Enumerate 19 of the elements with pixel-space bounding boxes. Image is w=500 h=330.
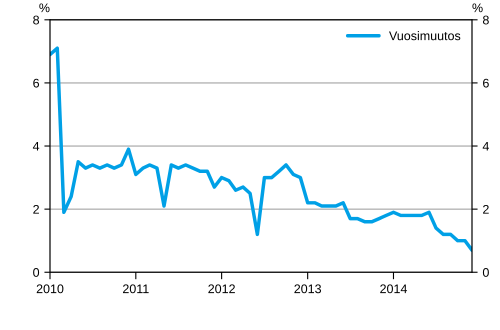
x-tick-label: 2012 [208,284,235,294]
y2-tick-label: 8 [482,16,489,24]
x-tick-label: 2011 [123,284,149,294]
y2-tick-label: 4 [482,142,490,151]
y-tick-label: 2 [33,204,39,214]
y2-axis-title: % [472,3,483,12]
y2-tick-label: 0 [482,268,489,277]
y2-tick-label: 2 [483,204,489,214]
y2-tick-label: 6 [483,78,489,88]
y-tick-label: 8 [33,16,40,24]
y-tick-label: 4 [32,142,40,151]
legend-label: Vuosimuutos [389,31,460,40]
x-tick-label: 2014 [380,284,408,294]
x-tick-label: 2013 [294,284,322,294]
line-series [50,46,472,252]
x-tick-label: 2010 [36,284,64,294]
y-axis-title: % [39,3,50,12]
y-tick-label: 6 [33,78,40,88]
y-tick-label: 0 [33,268,40,277]
